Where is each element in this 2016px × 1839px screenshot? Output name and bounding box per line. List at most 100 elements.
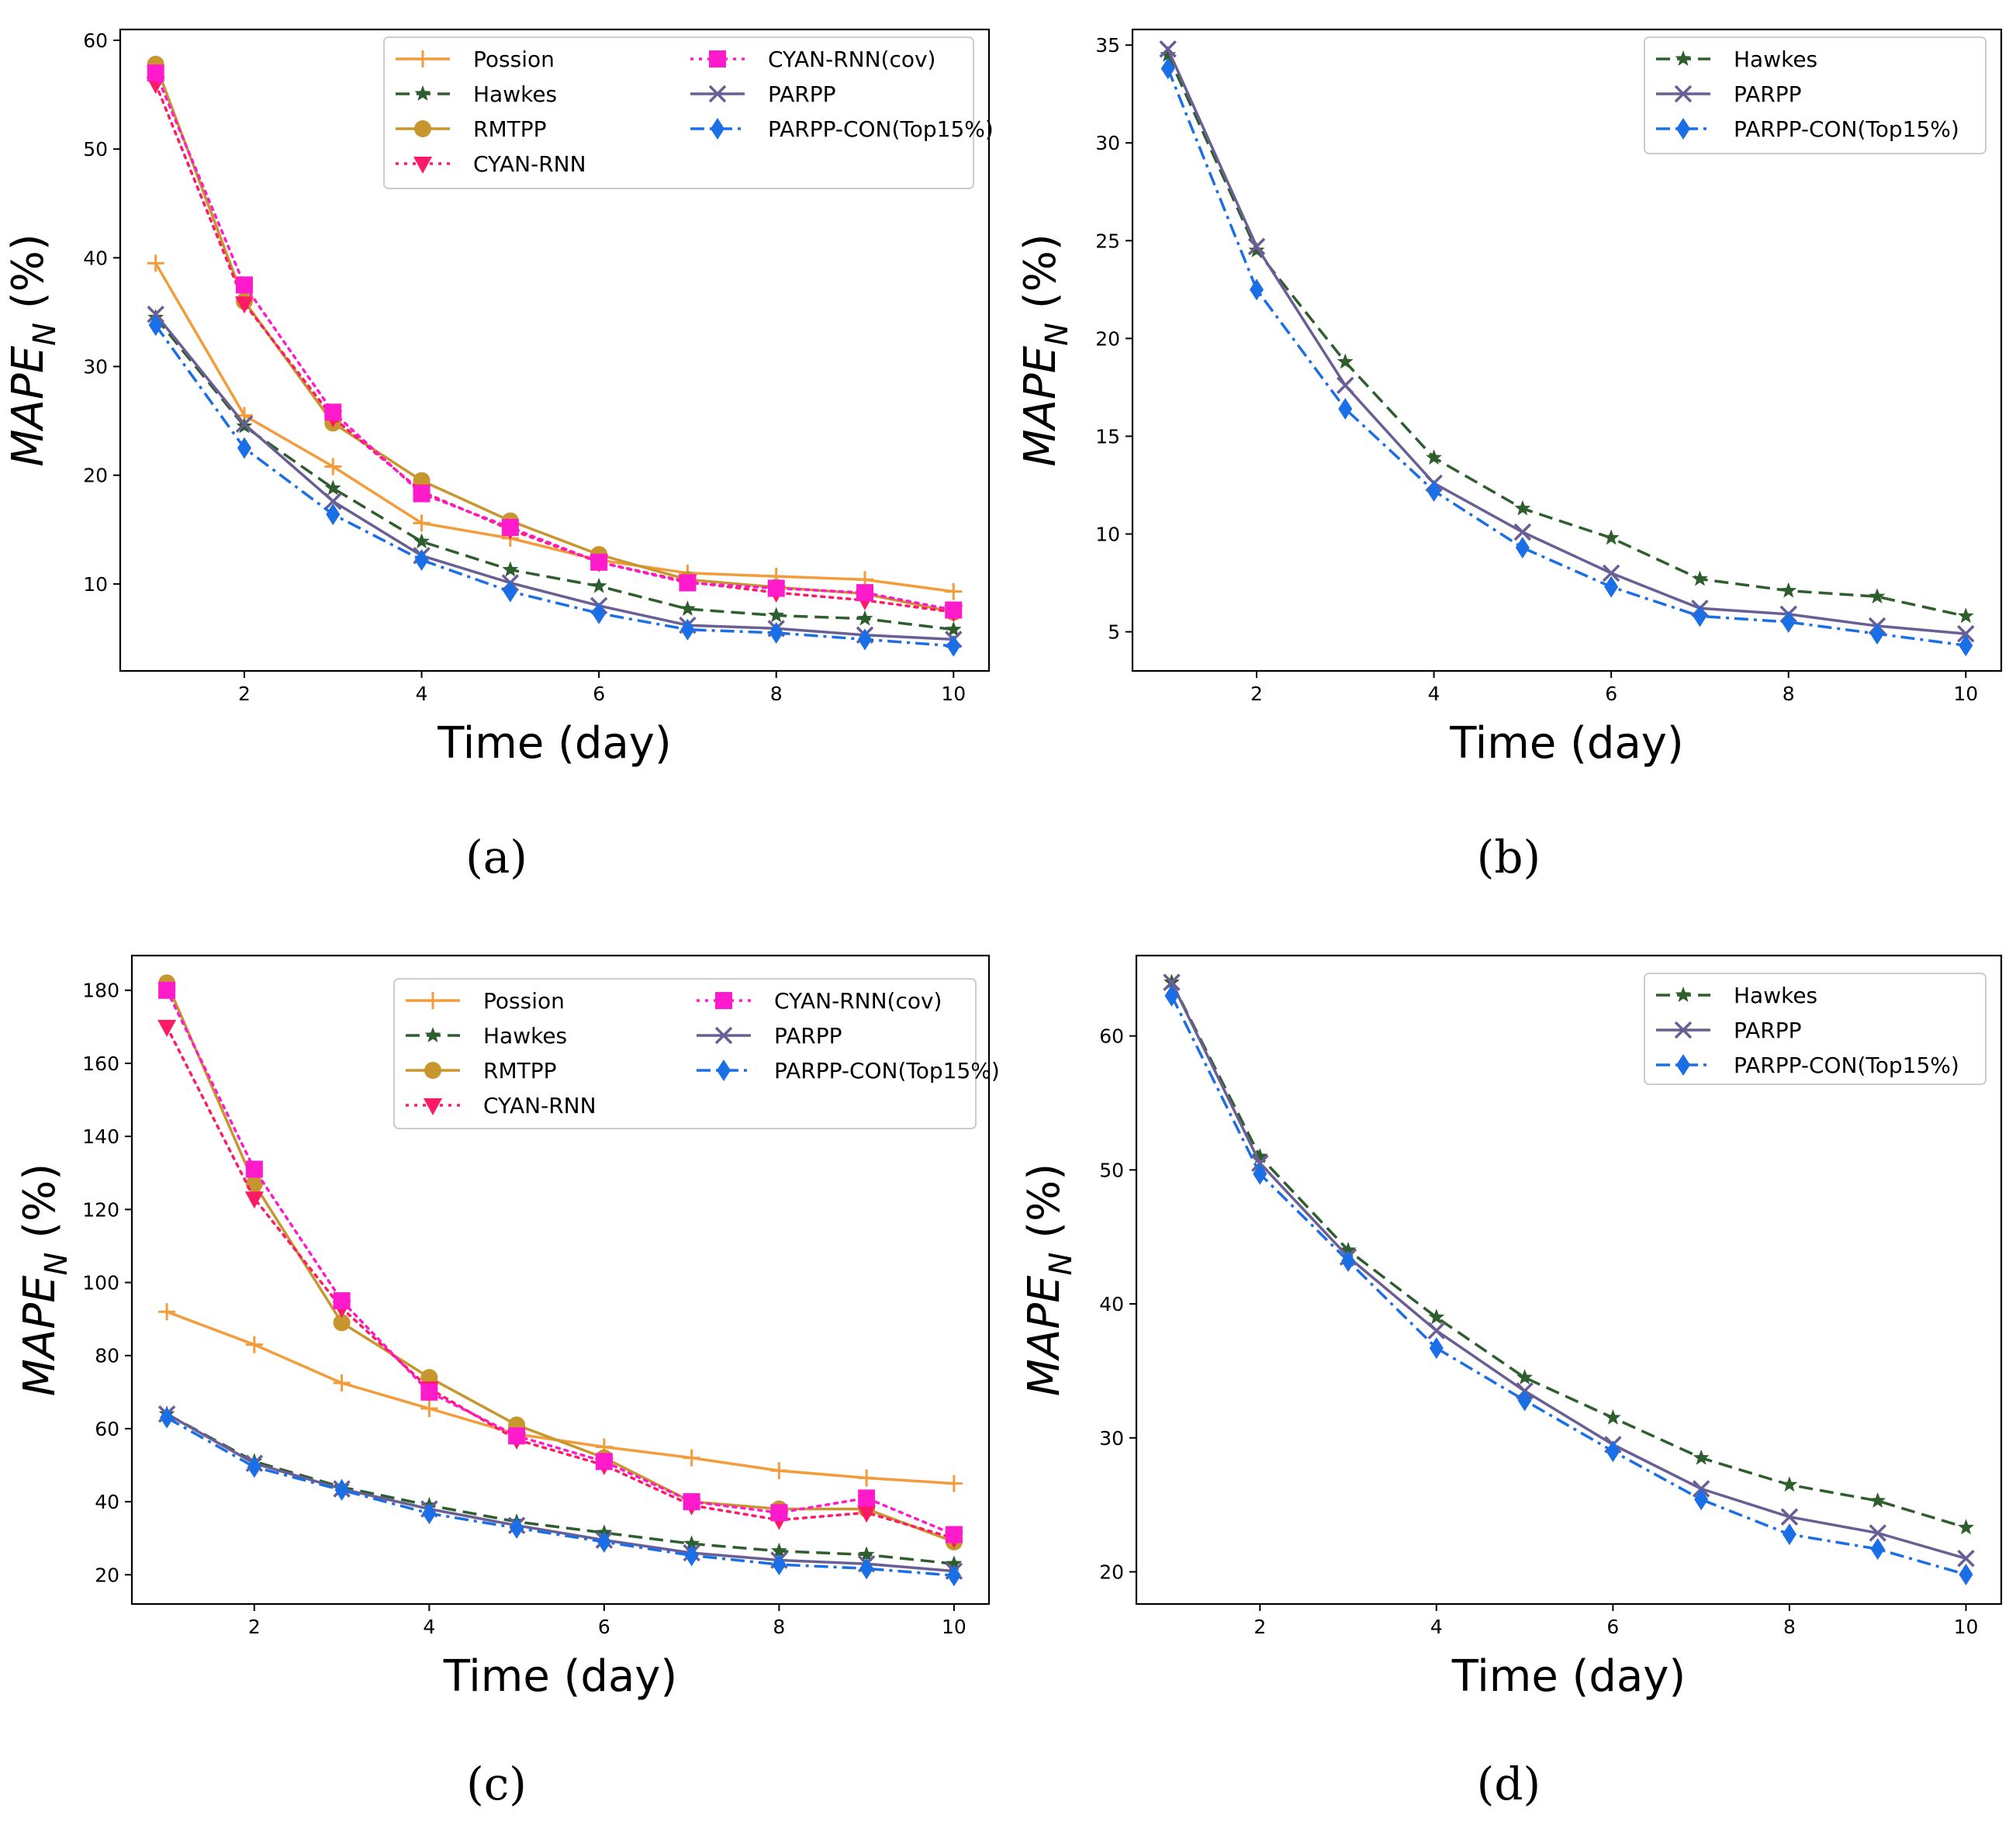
data-point-cyan-rnn-cov	[770, 1504, 788, 1522]
series-hawkes	[1164, 973, 1974, 1535]
y-tick-label: 20	[83, 465, 108, 487]
data-point-rmtpp	[333, 1314, 351, 1332]
data-point-cyan-rnn-cov	[683, 1493, 700, 1511]
plot-frame	[1135, 954, 2003, 1606]
data-point-parpp-con-top15	[859, 1557, 874, 1580]
series-line-rmtpp	[165, 982, 955, 1543]
data-point-parpp-con-top15	[510, 1517, 524, 1540]
data-point-cyan-rnn-cov	[245, 1160, 263, 1178]
data-point-hawkes	[1957, 607, 1974, 624]
x-tick-label: 2	[248, 1616, 261, 1638]
data-point-parpp-con-top15	[414, 549, 429, 572]
legend-label: PARPP	[1734, 81, 1801, 107]
x-tick-label: 10	[1953, 683, 1978, 705]
y-tick-label: 5	[1108, 621, 1120, 644]
panel-caption: (a)	[465, 831, 527, 883]
series-hawkes	[158, 1405, 963, 1571]
series-parpp-con-top15	[1160, 57, 1973, 657]
data-point-parpp-con-top15	[160, 1406, 175, 1429]
data-point-hawkes	[1340, 1242, 1357, 1257]
data-point-parpp	[1247, 237, 1266, 256]
data-point-cyan-rnn-cov	[158, 981, 176, 999]
data-point-parpp	[1869, 1524, 1886, 1542]
data-point-hawkes	[1514, 500, 1531, 516]
data-point-hawkes	[1692, 570, 1708, 586]
legend-marker	[708, 85, 727, 103]
data-point-parpp-con-top15	[326, 503, 341, 526]
data-point-parpp	[1163, 973, 1181, 991]
data-point-hawkes	[1869, 588, 1886, 604]
legend-marker	[424, 1062, 441, 1079]
legend: Hawkes PARPP PARPP-CON(Top15%)	[1644, 36, 1987, 154]
data-point-parpp-con-top15	[1429, 1337, 1444, 1360]
data-point-parpp	[1602, 564, 1620, 582]
series-line-cyan-rnn	[165, 1025, 956, 1540]
x-tick-label: 6	[598, 1616, 610, 1638]
x-tick-label: 4	[1430, 1616, 1443, 1638]
series-line-hawkes	[1167, 54, 1966, 618]
data-point-cyan-rnn	[157, 1019, 177, 1037]
x-tick-label: 6	[1605, 683, 1617, 705]
legend-item-hawkes: Hawkes	[1656, 47, 1817, 72]
series-hawkes	[147, 309, 962, 637]
legend: Hawkes PARPP PARPP-CON(Top15%)	[1644, 973, 1987, 1085]
data-point-parpp-con-top15	[1870, 623, 1884, 645]
data-point-parpp-con-top15	[1694, 1488, 1709, 1511]
legend-label: PARPP	[1734, 1018, 1801, 1043]
plot-frame	[119, 28, 991, 672]
data-point-parpp-con-top15	[503, 580, 517, 603]
y-tick-label: 10	[1095, 524, 1120, 546]
legend-label: CYAN-RNN(cov)	[774, 988, 942, 1014]
legend-label: Hawkes	[483, 1023, 567, 1049]
y-tick-label: 30	[83, 356, 108, 379]
legend-label: RMTPP	[483, 1058, 557, 1084]
legend-item-hawkes: Hawkes	[396, 81, 557, 107]
data-point-hawkes	[768, 607, 785, 623]
data-point-parpp-con-top15	[1164, 984, 1179, 1007]
data-point-rmtpp	[245, 1175, 263, 1193]
x-tick-label: 8	[770, 683, 783, 705]
plot-frame	[130, 954, 991, 1606]
data-point-parpp-con-top15	[769, 621, 783, 644]
series-parpp-con-top15	[160, 1406, 961, 1587]
x-tick-label: 2	[1254, 1616, 1266, 1638]
data-point-possion	[770, 1462, 788, 1480]
legend-marker	[413, 157, 432, 174]
legend-marker	[414, 120, 431, 137]
data-point-parpp-con-top15	[1959, 634, 1973, 657]
legend-item-cyan-rnn-cov: CYAN-RNN(cov)	[697, 988, 942, 1014]
legend-item-rmtpp: RMTPP	[406, 1058, 557, 1084]
y-tick-label: 60	[83, 29, 108, 52]
series-line-hawkes	[1170, 981, 1967, 1530]
data-point-hawkes	[1251, 1148, 1268, 1163]
legend-label: PARPP-CON(Top15%)	[774, 1058, 1000, 1084]
legend-label: CYAN-RNN(cov)	[768, 47, 935, 72]
legend-marker	[1674, 85, 1693, 103]
y-tick-label: 35	[1095, 34, 1120, 57]
legend-marker	[414, 50, 431, 67]
legend-label: Hawkes	[1734, 47, 1817, 72]
y-tick-label: 40	[83, 247, 108, 269]
data-point-parpp-con-top15	[858, 628, 872, 651]
data-point-parpp-con-top15	[772, 1554, 787, 1576]
data-point-parpp-con-top15	[1250, 278, 1264, 301]
x-tick-label: 10	[1954, 1616, 1979, 1638]
data-point-parpp-con-top15	[1426, 480, 1441, 503]
data-point-parpp-con-top15	[1341, 1250, 1356, 1272]
data-point-hawkes	[679, 600, 696, 616]
data-point-parpp-con-top15	[237, 437, 251, 459]
data-point-parpp-con-top15	[946, 1564, 961, 1587]
y-tick-label: 25	[1095, 230, 1120, 252]
legend-item-cyan-rnn: CYAN-RNN	[406, 1093, 597, 1118]
data-point-parpp-con-top15	[1782, 1523, 1796, 1546]
legend-marker	[1674, 1021, 1693, 1039]
data-point-possion	[333, 1374, 351, 1392]
y-tick-label: 40	[1099, 1293, 1124, 1315]
y-tick-label: 100	[82, 1272, 119, 1295]
data-point-parpp	[1159, 40, 1177, 58]
legend-marker	[1675, 50, 1692, 66]
data-point-parpp-con-top15	[1781, 610, 1796, 633]
legend-marker	[709, 50, 726, 67]
data-point-parpp-con-top15	[1253, 1163, 1267, 1185]
